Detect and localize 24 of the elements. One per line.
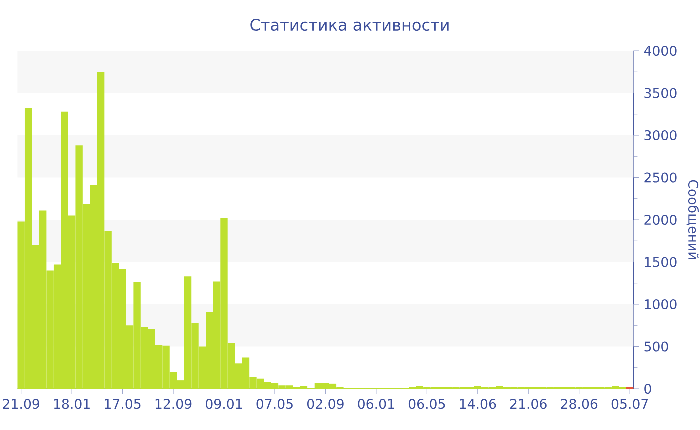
x-tick-label: 21.06	[510, 399, 547, 410]
x-tick-label: 28.06	[561, 399, 598, 410]
y-tick-label: 2000	[644, 214, 677, 226]
y-tick-label: 500	[644, 342, 668, 352]
x-tick-label: 07.05	[256, 399, 293, 410]
x-tick-label: 02.09	[308, 399, 344, 410]
x-tick-label: 06.01	[358, 399, 394, 410]
y-tick-label: 4000	[644, 46, 677, 56]
x-tick-label: 09.01	[206, 399, 242, 410]
chart-title: Статистика активности	[250, 18, 449, 32]
y-tick-label: 3500	[644, 88, 677, 98]
y-tick-label: 0	[644, 384, 652, 394]
x-tick-label: 14.06	[460, 399, 496, 410]
x-tick-label: 18.01	[54, 399, 90, 410]
x-tick-label: 21.09	[3, 399, 40, 410]
x-tick-label: 06.05	[408, 399, 446, 410]
x-tick-label: 17.05	[105, 399, 141, 410]
y-tick-label: 1500	[645, 257, 677, 268]
x-tick-label: 12.09	[156, 399, 192, 410]
y-tick-label: 3000	[644, 130, 677, 141]
y-tick-label: 1000	[645, 299, 677, 310]
x-tick-label: 05.07	[612, 399, 648, 410]
y-tick-label: 2500	[644, 172, 677, 183]
y-axis-title: Сообщений	[686, 180, 700, 260]
